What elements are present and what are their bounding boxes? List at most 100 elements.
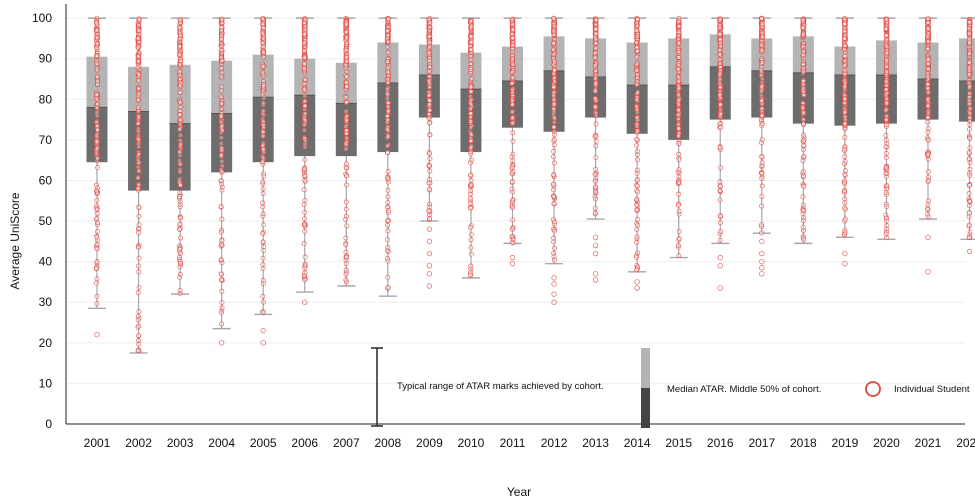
x-axis-ticks: 2001 2002 2003 2004 2005 2006 2007 2008 2009 2010…	[84, 436, 975, 450]
student-point	[177, 182, 183, 188]
student-point	[218, 241, 224, 247]
student-point	[759, 222, 765, 228]
student-point	[800, 25, 806, 31]
student-point	[800, 224, 806, 230]
student-point	[178, 235, 184, 241]
student-point	[634, 28, 640, 34]
student-point	[883, 171, 889, 177]
student-point	[593, 143, 599, 149]
student-point	[385, 222, 391, 228]
student-point	[219, 65, 225, 71]
outlier-point	[426, 238, 433, 245]
student-point	[717, 51, 723, 57]
student-point	[759, 153, 765, 159]
student-point	[94, 41, 100, 47]
student-point	[136, 341, 142, 347]
student-point	[260, 159, 266, 165]
student-point	[260, 108, 266, 114]
student-point	[468, 251, 474, 257]
student-point	[592, 63, 598, 68]
student-point	[135, 186, 141, 191]
student-point	[718, 111, 724, 117]
student-point	[676, 167, 682, 173]
student-point	[136, 113, 141, 119]
student-point	[384, 237, 390, 243]
student-point	[593, 40, 599, 46]
x-tick-label: 2018	[790, 436, 817, 450]
student-point	[385, 69, 391, 75]
student-point	[136, 91, 142, 97]
student-point	[261, 247, 267, 253]
student-point	[801, 109, 806, 115]
student-point	[468, 144, 474, 150]
student-point	[842, 230, 848, 235]
student-point	[218, 257, 224, 263]
student-point	[634, 107, 640, 113]
student-point	[717, 80, 723, 86]
student-point	[884, 64, 890, 70]
box-lower	[211, 113, 233, 173]
student-point	[717, 48, 723, 53]
student-point	[592, 178, 598, 184]
student-point	[468, 34, 474, 40]
student-point	[634, 226, 640, 232]
student-point	[925, 45, 931, 51]
student-point	[218, 100, 224, 106]
student-point	[94, 188, 100, 194]
student-point	[344, 54, 350, 60]
student-point	[136, 255, 142, 261]
legend-point-marker	[865, 381, 881, 397]
student-point	[510, 75, 516, 81]
outlier-point	[717, 263, 723, 269]
outlier-point	[426, 226, 433, 232]
y-tick-label: 30	[39, 295, 53, 309]
student-point	[801, 31, 806, 37]
student-point	[94, 45, 100, 51]
student-point	[924, 206, 930, 212]
y-tick-label: 0	[45, 417, 52, 431]
student-point	[801, 153, 807, 159]
outlier-point	[426, 263, 433, 269]
student-point	[135, 104, 141, 110]
student-point	[801, 69, 807, 75]
student-point	[177, 25, 183, 31]
student-point	[385, 108, 391, 114]
student-point	[718, 183, 724, 189]
student-point	[635, 128, 641, 133]
student-point	[261, 222, 267, 228]
student-point	[634, 207, 640, 213]
student-point	[301, 87, 307, 93]
box-upper	[211, 60, 233, 114]
student-point	[800, 78, 806, 84]
box-2004	[211, 16, 233, 346]
student-point	[717, 125, 723, 130]
student-point	[967, 229, 973, 235]
student-point	[967, 145, 973, 151]
student-point	[343, 165, 349, 171]
student-point	[219, 16, 225, 22]
student-point	[800, 194, 806, 200]
student-point	[302, 173, 308, 179]
student-point	[427, 84, 433, 90]
student-point	[759, 116, 765, 122]
student-point	[884, 101, 890, 107]
student-point	[177, 68, 183, 74]
student-point	[510, 26, 516, 32]
student-point	[634, 142, 640, 148]
student-point	[676, 108, 682, 114]
student-point	[676, 179, 682, 185]
student-point	[925, 174, 931, 180]
student-point	[966, 30, 972, 36]
box-2011	[502, 16, 523, 267]
student-point	[676, 23, 682, 29]
student-point	[551, 101, 557, 107]
student-point	[800, 17, 806, 23]
student-point	[800, 86, 806, 92]
student-point	[966, 19, 972, 25]
student-point	[302, 277, 308, 283]
student-point	[426, 92, 432, 98]
student-point	[302, 254, 308, 260]
student-point	[926, 31, 931, 37]
student-point	[883, 133, 889, 138]
student-point	[759, 76, 765, 82]
